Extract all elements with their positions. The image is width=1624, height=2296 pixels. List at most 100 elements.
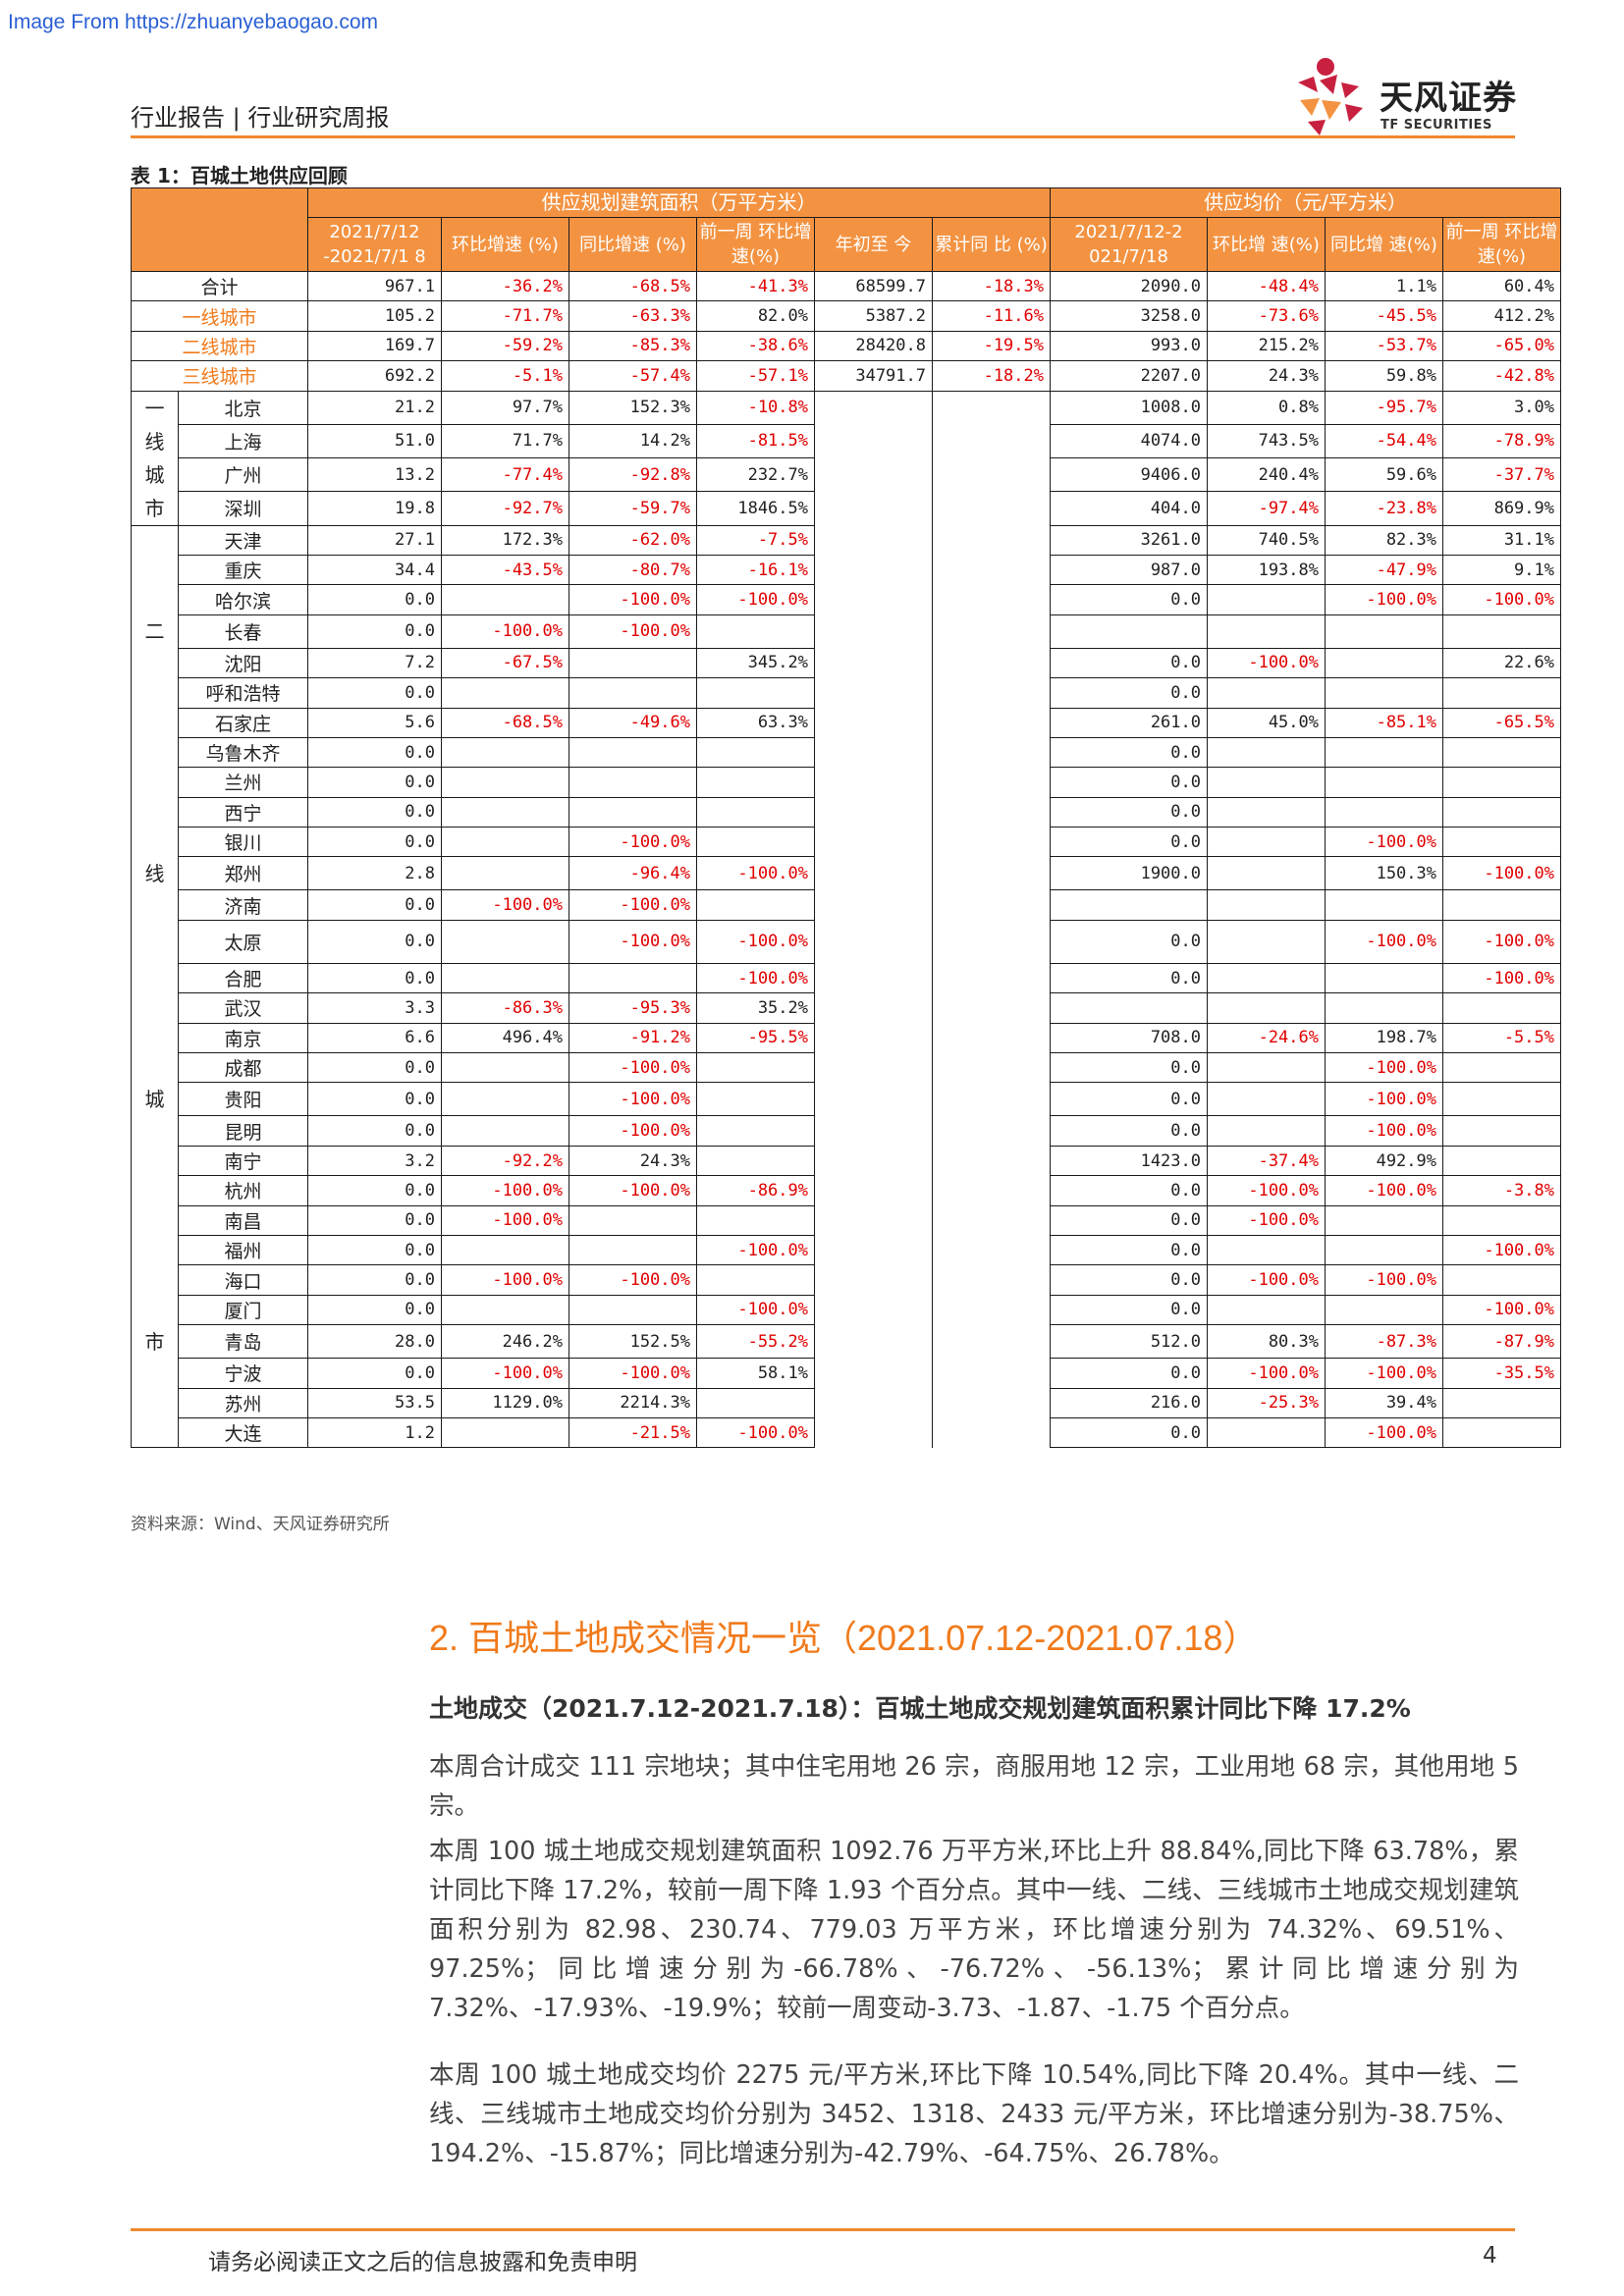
table-cell: -100.0% <box>1207 1204 1326 1236</box>
table-cell: -37.7% <box>1442 457 1561 493</box>
table-cell: -100.0% <box>568 1082 697 1117</box>
table-row: 哈尔滨 0.0 -100.0% -100.0% 0.0 -100.0% -100.0% <box>131 584 1561 615</box>
table-cell <box>932 1295 1051 1325</box>
group-label-char: 市 <box>144 1329 165 1354</box>
table-cell: -57.1% <box>696 360 815 392</box>
table-cell: 1.2 <box>307 1416 442 1449</box>
city-name: 石家庄 <box>178 707 308 738</box>
table-cell <box>814 963 933 993</box>
table-cell: 0.0 <box>307 1264 442 1296</box>
table-cell <box>1325 992 1443 1024</box>
table-cell <box>814 737 933 768</box>
table-cell: 31.1% <box>1442 524 1561 556</box>
table-cell: -100.0% <box>568 1358 697 1389</box>
table-cell: -100.0% <box>568 1175 697 1206</box>
table-row: 南京 6.6 496.4% -91.2% -95.5% 708.0 -24.6% 198.7%… <box>131 1022 1561 1054</box>
table-cell: -86.3% <box>441 992 569 1024</box>
table-cell: -100.0% <box>1325 827 1443 858</box>
table-cell: 412.2% <box>1442 300 1561 332</box>
table-cell: -85.3% <box>568 330 697 362</box>
table-row: 南宁 3.2 -92.2% 24.3% 1423.0 -37.4% 492.9% <box>131 1145 1561 1177</box>
table-cell <box>814 1205 933 1236</box>
table-cell <box>932 856 1051 890</box>
table-cell <box>932 1235 1051 1265</box>
table-cell: 3261.0 <box>1050 524 1208 556</box>
table-cell: 58.1% <box>696 1358 815 1389</box>
table-cell: -68.5% <box>568 270 697 302</box>
table-cell: 0.0 <box>1050 1416 1208 1449</box>
group-label-cell <box>131 584 179 615</box>
table-cell: 0.0 <box>307 767 442 798</box>
table-cell <box>441 962 569 994</box>
table-cell: -100.0% <box>696 1294 815 1326</box>
table-cell: 345.2% <box>696 647 815 679</box>
table-cell: -100.0% <box>1442 1294 1561 1326</box>
table-cell <box>814 1023 933 1053</box>
table-cell: -100.0% <box>1325 1358 1443 1389</box>
page-number: 4 <box>1483 2243 1497 2269</box>
city-name: 哈尔滨 <box>178 584 308 615</box>
group-label-char: 线 <box>144 429 165 454</box>
col-header-price-yoy: 同比增 速(%) <box>1325 217 1443 272</box>
table-cell <box>1442 889 1561 921</box>
city-name: 呼和浩特 <box>178 677 308 709</box>
table-cell: 35.2% <box>696 992 815 1024</box>
paragraph-transactions: 本周合计成交 111 宗地块；其中住宅用地 26 宗，商服用地 12 宗，工业用… <box>429 1752 1519 1821</box>
table-cell <box>1207 919 1326 964</box>
table-cell: 0.0 <box>307 889 442 921</box>
group-label-cell <box>131 1175 179 1206</box>
table-row: 城贵阳 0.0 -100.0% 0.0 -100.0% <box>131 1082 1561 1117</box>
group-label-cell <box>131 555 179 585</box>
city-name: 昆明 <box>178 1115 308 1147</box>
table-cell: 215.2% <box>1207 330 1326 362</box>
table-cell: -100.0% <box>441 1264 569 1296</box>
group-label-cell <box>131 708 179 738</box>
table-cell: -100.0% <box>1442 962 1561 994</box>
table-cell: 13.2 <box>307 457 442 493</box>
table-row: 福州 0.0 -100.0% 0.0 -100.0% <box>131 1234 1561 1266</box>
table-cell <box>441 1052 569 1084</box>
table-row: 石家庄 5.6 -68.5% -49.6% 63.3% 261.0 45.0% -85.1% -… <box>131 707 1561 738</box>
table-cell <box>932 1082 1051 1116</box>
group-label-char: 线 <box>144 861 165 885</box>
summary-row-label: 三线城市 <box>131 360 308 392</box>
table-cell <box>932 1146 1051 1176</box>
table-row: 宁波 0.0 -100.0% -100.0% 58.1% 0.0 -100.0% -100.0… <box>131 1358 1561 1389</box>
city-name: 沈阳 <box>178 647 308 679</box>
table-cell <box>814 1295 933 1325</box>
table-cell <box>1442 614 1561 649</box>
header-divider <box>131 135 1515 138</box>
table-cell: -65.5% <box>1442 707 1561 738</box>
col-header-price-prev-mom: 前一周 环比增 速(%) <box>1442 217 1561 272</box>
table-cell: -59.7% <box>568 491 697 526</box>
table-cell: -100.0% <box>696 856 815 891</box>
table-cell: 152.5% <box>568 1324 697 1360</box>
table-cell <box>814 827 933 857</box>
table-caption: 表 1：百城土地供应回顾 <box>131 164 348 187</box>
table-cell: 987.0 <box>1050 554 1208 586</box>
summary-row: 合计 967.1 -36.2% -68.5% -41.3% 68599.7 -18.3% 20… <box>131 270 1561 302</box>
table-cell <box>1325 1234 1443 1266</box>
summary-row-label: 合计 <box>131 270 308 302</box>
table-cell <box>1325 962 1443 994</box>
table-cell: 27.1 <box>307 524 442 556</box>
table-cell <box>932 1023 1051 1053</box>
table-cell: -24.6% <box>1207 1022 1326 1054</box>
table-cell <box>1442 767 1561 798</box>
table-row: 银川 0.0 -100.0% 0.0 -100.0% <box>131 827 1561 858</box>
footer-disclaimer: 请务必阅读正文之后的信息披露和免责申明 <box>208 2250 637 2275</box>
table-cell: -67.5% <box>441 647 569 679</box>
table-row: 深圳 19.8 -92.7% -59.7% 1846.5% 404.0 -97.4% -23.… <box>132 491 1561 526</box>
table-cell <box>932 827 1051 857</box>
table-cell: 0.0 <box>307 1204 442 1236</box>
watermark-link[interactable]: Image From https://zhuanyebaogao.com <box>8 11 379 33</box>
table-cell <box>696 736 815 769</box>
table-cell: -49.6% <box>568 707 697 738</box>
table-cell <box>1207 1082 1326 1117</box>
group-label-cell <box>131 1205 179 1236</box>
table-cell <box>1207 614 1326 649</box>
table-cell: 60.4% <box>1442 270 1561 302</box>
table-cell: 0.0 <box>1050 1358 1208 1389</box>
col-header-price-week: 2021/7/12-2 021/7/18 <box>1050 217 1208 272</box>
table-cell: 240.4% <box>1207 457 1326 493</box>
